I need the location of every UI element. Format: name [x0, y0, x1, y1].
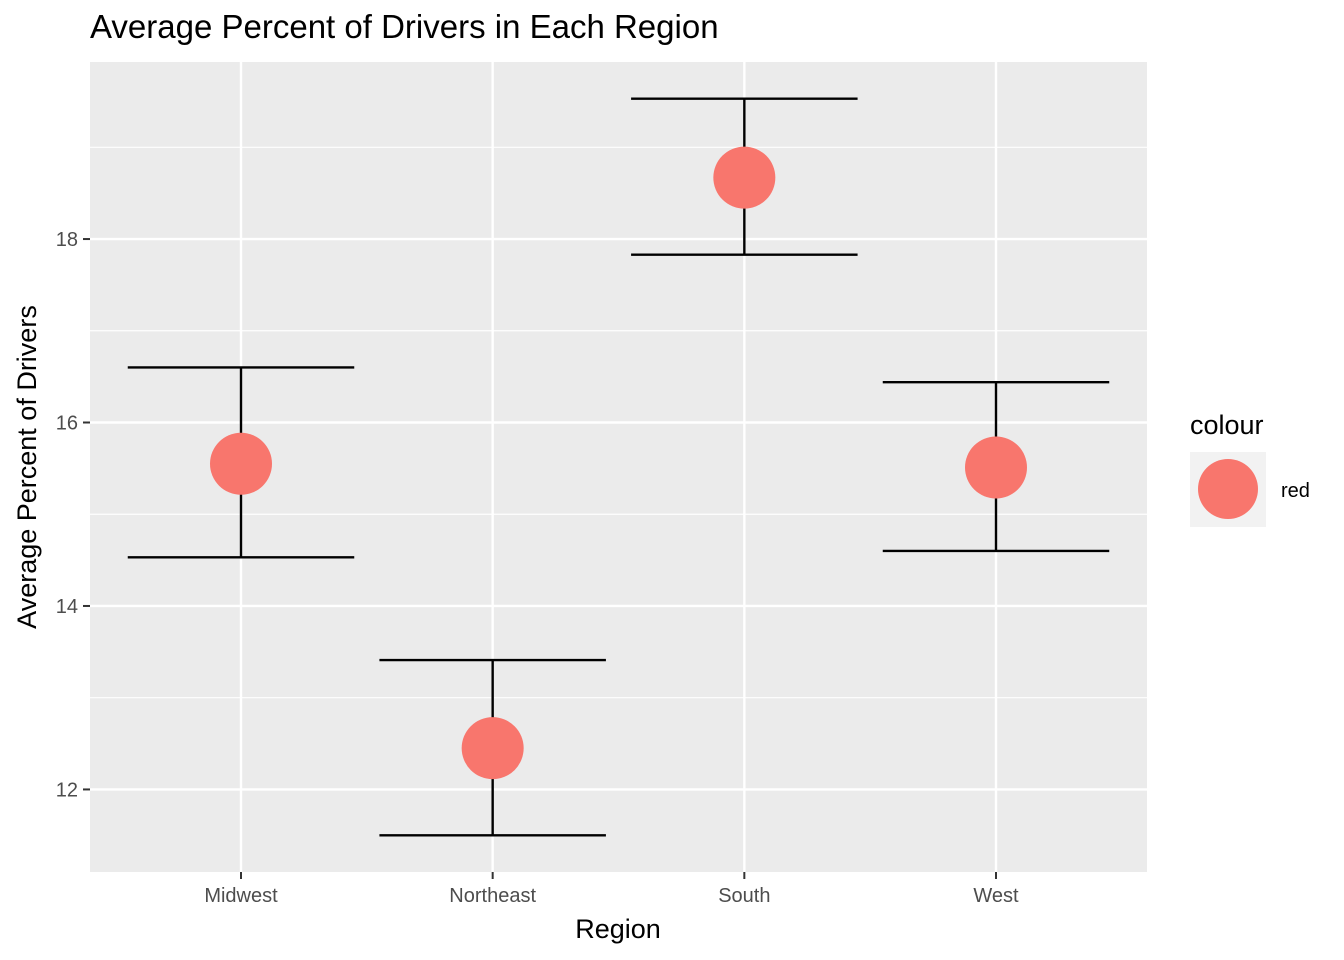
y-tick-label: 18: [56, 229, 78, 251]
x-axis: Midwest Northeast South West: [204, 872, 1019, 907]
y-tick-label: 14: [56, 596, 78, 618]
legend-key-point: [1198, 459, 1258, 519]
y-axis-title: Average Percent of Drivers: [12, 305, 42, 629]
legend-label: red: [1281, 480, 1310, 502]
y-tick-label: 16: [56, 413, 78, 435]
chart-title: Average Percent of Drivers in Each Regio…: [90, 8, 719, 45]
data-point: [965, 436, 1027, 499]
data-point: [713, 146, 776, 209]
data-point: [461, 717, 524, 780]
data-points: [210, 146, 1027, 780]
y-axis: 12 14 16 18: [56, 229, 90, 801]
legend-title: colour: [1190, 410, 1264, 440]
minor-gridlines: [90, 146, 1147, 699]
x-tick-label: South: [718, 885, 770, 907]
y-tick-label: 12: [56, 779, 78, 801]
x-tick-label: Northeast: [449, 885, 536, 907]
data-point: [210, 432, 272, 495]
x-tick-label: Midwest: [204, 885, 278, 907]
x-axis-title: Region: [575, 914, 661, 944]
legend: colour red: [1190, 410, 1310, 527]
x-tick-label: West: [973, 885, 1019, 907]
